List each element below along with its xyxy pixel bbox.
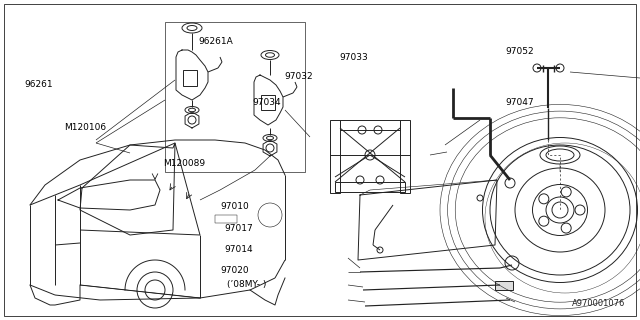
Bar (215, 215, 237, 223)
Text: 97020: 97020 (221, 266, 250, 275)
Text: 97010: 97010 (221, 202, 250, 211)
Text: (’08MY- ): (’08MY- ) (227, 280, 267, 289)
Bar (340, 120, 400, 130)
Text: M120089: M120089 (163, 159, 205, 168)
Text: 97014: 97014 (224, 245, 253, 254)
Bar (261, 95, 275, 110)
Text: 97047: 97047 (506, 98, 534, 107)
Bar (335, 182, 405, 192)
Text: 96261: 96261 (24, 80, 53, 89)
Text: 97034: 97034 (253, 98, 282, 107)
Bar (183, 70, 197, 86)
Bar (495, 281, 513, 290)
Text: 97017: 97017 (224, 224, 253, 233)
Text: 97033: 97033 (339, 53, 368, 62)
Text: A970001076: A970001076 (572, 299, 625, 308)
Bar (330, 120, 340, 193)
Text: M120106: M120106 (64, 124, 106, 132)
Bar (400, 120, 410, 193)
Text: 96261A: 96261A (198, 37, 233, 46)
Text: 97032: 97032 (285, 72, 314, 81)
Bar (165, 22, 305, 172)
Text: 97052: 97052 (506, 47, 534, 56)
